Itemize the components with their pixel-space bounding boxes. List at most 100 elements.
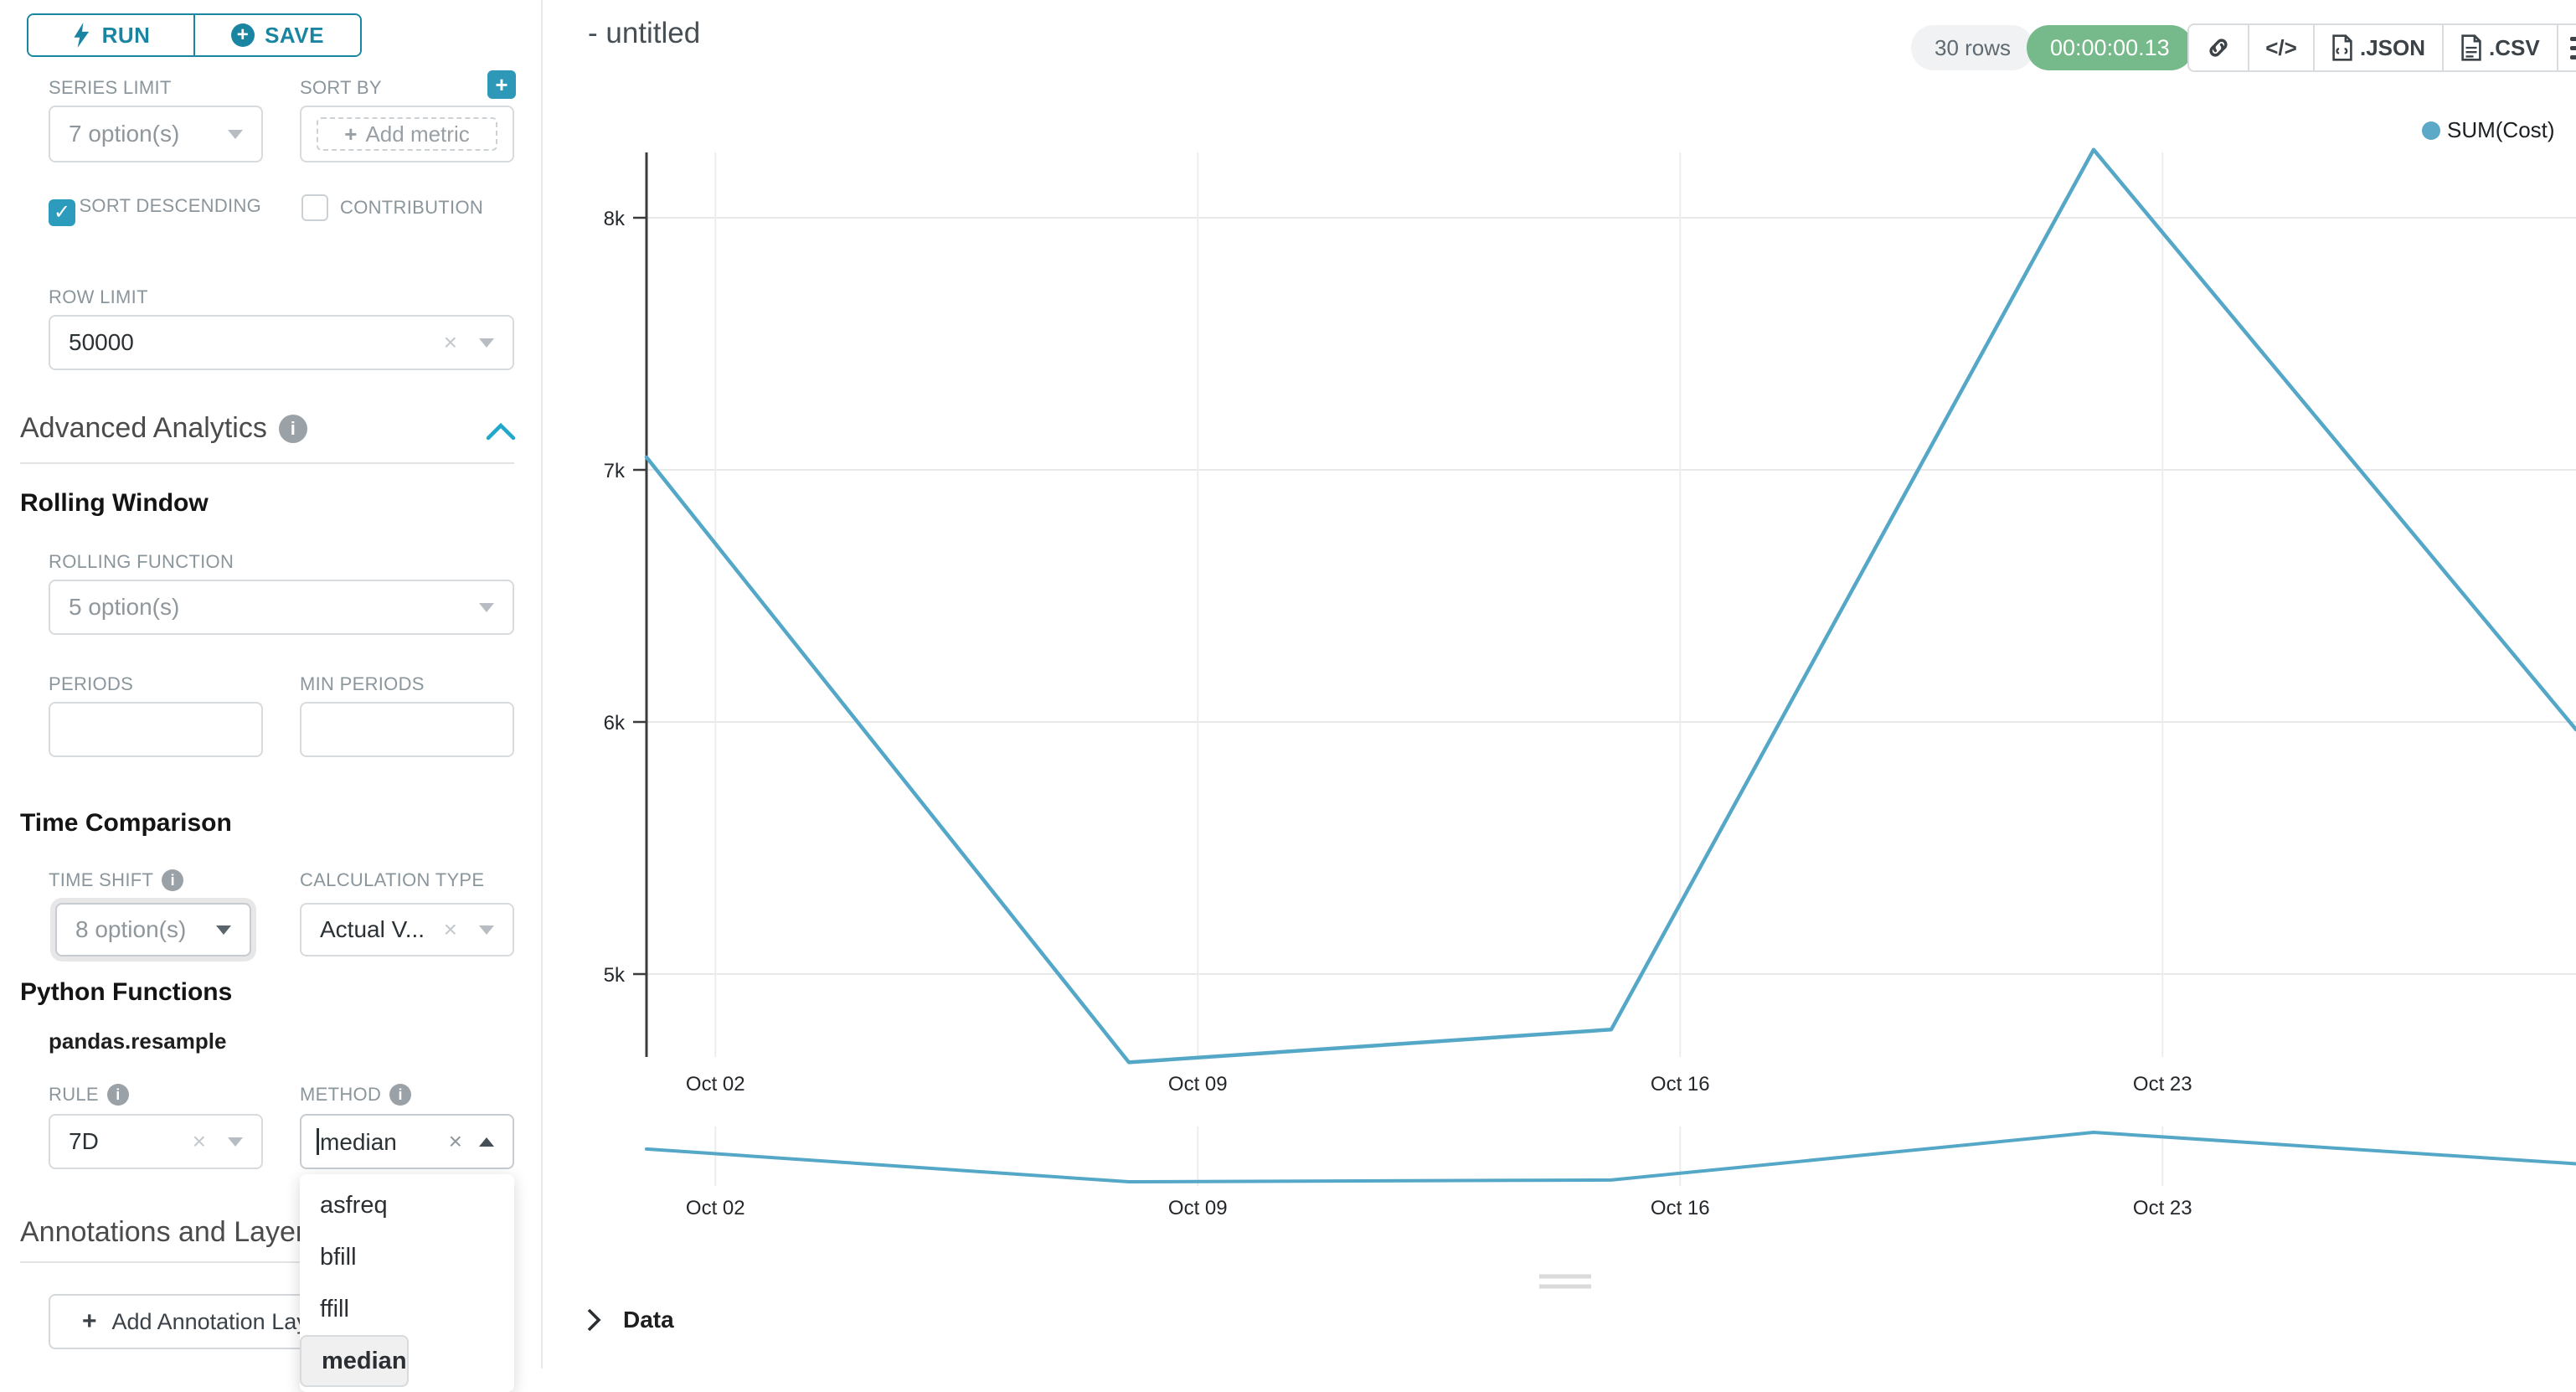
- json-file-icon: [2332, 34, 2352, 61]
- link-icon: [2209, 39, 2228, 57]
- clear-icon[interactable]: ×: [448, 1128, 462, 1154]
- export-csv-button[interactable]: .CSV: [2442, 25, 2557, 70]
- run-button-label: RUN: [101, 22, 151, 48]
- plus-icon: +: [344, 121, 358, 147]
- info-icon[interactable]: i: [162, 869, 184, 891]
- csv-file-icon: [2461, 34, 2481, 61]
- export-button-group: </> .JSON .CSV: [2187, 23, 2576, 72]
- range-selector[interactable]: [647, 1122, 2576, 1206]
- lightning-bolt-icon: [74, 23, 89, 48]
- periods-input[interactable]: [49, 702, 263, 757]
- series-limit-value: 7 option(s): [69, 121, 180, 147]
- more-menu-button[interactable]: [2556, 25, 2576, 70]
- svg-text:Oct 16: Oct 16: [1651, 1197, 1710, 1219]
- min-periods-input[interactable]: [300, 702, 514, 757]
- chevron-right-icon: [587, 1308, 601, 1332]
- text-cursor: [317, 1127, 319, 1155]
- row-limit-label: ROW LIMIT: [49, 286, 148, 307]
- info-icon[interactable]: i: [389, 1084, 412, 1106]
- clear-icon[interactable]: ×: [192, 1128, 206, 1154]
- add-sort-metric-button[interactable]: +: [487, 70, 516, 99]
- data-panel-label: Data: [623, 1307, 674, 1333]
- chart-title[interactable]: - untitled: [588, 17, 701, 49]
- embed-code-button[interactable]: </>: [2248, 25, 2313, 70]
- code-icon: </>: [2265, 34, 2297, 60]
- row-limit-select[interactable]: 50000 ×: [49, 315, 514, 370]
- info-icon[interactable]: i: [278, 414, 307, 443]
- rule-select[interactable]: 7D ×: [49, 1114, 263, 1169]
- method-option-ffill[interactable]: ffill: [320, 1295, 349, 1322]
- contribution-label: CONTRIBUTION: [340, 197, 484, 218]
- run-button[interactable]: RUN: [28, 15, 195, 55]
- svg-text:Oct 02: Oct 02: [686, 1073, 745, 1096]
- method-label: METHOD i: [300, 1084, 412, 1106]
- export-json-button[interactable]: .JSON: [2313, 25, 2442, 70]
- svg-text:Oct 23: Oct 23: [2133, 1197, 2192, 1219]
- periods-label: PERIODS: [49, 673, 134, 694]
- clear-icon[interactable]: ×: [443, 329, 457, 355]
- chevron-down-icon: [228, 130, 243, 139]
- method-option-median[interactable]: median: [300, 1335, 409, 1387]
- sort-by-label: SORT BY: [300, 77, 382, 98]
- svg-text:Oct 09: Oct 09: [1168, 1197, 1228, 1219]
- rule-label-text: RULE: [49, 1084, 99, 1105]
- calculation-type-select[interactable]: Actual V... ×: [300, 903, 514, 956]
- add-metric-label: Add metric: [365, 121, 470, 147]
- legend-dot: [2422, 121, 2440, 140]
- sort-by-dropzone[interactable]: + Add metric: [300, 106, 514, 162]
- query-timer-badge: 00:00:00.13: [2027, 25, 2193, 70]
- min-periods-label: MIN PERIODS: [300, 673, 425, 694]
- chevron-down-icon: [479, 338, 494, 348]
- hamburger-menu-icon: [2569, 36, 2576, 59]
- rolling-function-label: ROLLING FUNCTION: [49, 551, 234, 572]
- method-option-asfreq[interactable]: asfreq: [320, 1191, 388, 1219]
- advanced-analytics-title: Advanced Analytics: [20, 412, 267, 444]
- advanced-analytics-header[interactable]: Advanced Analytics i: [20, 412, 307, 445]
- save-button[interactable]: + SAVE: [195, 15, 360, 55]
- data-panel-toggle[interactable]: Data: [586, 1307, 674, 1333]
- method-input[interactable]: median: [317, 1127, 397, 1156]
- annotations-header[interactable]: Annotations and Layers: [20, 1216, 319, 1249]
- method-select[interactable]: median ×: [300, 1114, 514, 1169]
- rolling-function-select[interactable]: 5 option(s): [49, 580, 514, 635]
- line-chart-svg: 8k 7k 6k 5k Oct 02 Oct 02 Oct 09 Oct 09 Oct 16 Oc…: [604, 147, 2576, 1289]
- sort-descending-label: SORT DESCENDING: [79, 195, 262, 216]
- svg-text:7k: 7k: [604, 460, 626, 482]
- method-option-bfill[interactable]: bfill: [320, 1243, 357, 1271]
- calculation-type-value: Actual V...: [320, 916, 425, 942]
- add-metric-button[interactable]: + Add metric: [317, 117, 497, 151]
- rolling-function-value: 5 option(s): [69, 594, 180, 620]
- collapse-chevron-icon[interactable]: [486, 422, 516, 441]
- sort-descending-checkbox-group[interactable]: ✓ SORT DESCENDING: [49, 188, 271, 227]
- info-icon[interactable]: i: [106, 1084, 129, 1106]
- chevron-up-icon: [479, 1137, 494, 1147]
- series-limit-select[interactable]: 7 option(s): [49, 106, 263, 162]
- clear-icon[interactable]: ×: [443, 916, 457, 942]
- rule-label: RULE i: [49, 1084, 129, 1106]
- rows-count-badge: 30 rows: [1911, 25, 2035, 70]
- svg-text:Oct 16: Oct 16: [1651, 1073, 1710, 1096]
- line-chart-canvas: 8k 7k 6k 5k Oct 02 Oct 02 Oct 09 Oct 09 Oct 16 Oc…: [543, 0, 2576, 1369]
- control-panel-sidebar: RUN + SAVE SERIES LIMIT SORT BY + 7 opti…: [0, 0, 543, 1392]
- add-annotation-layer-label: Add Annotation Layer: [111, 1308, 328, 1334]
- chevron-down-icon: [479, 603, 494, 612]
- contribution-checkbox-group[interactable]: CONTRIBUTION: [301, 194, 483, 221]
- row-limit-value: 50000: [69, 329, 134, 355]
- method-label-text: METHOD: [300, 1084, 382, 1105]
- divider: [20, 1261, 514, 1263]
- checkbox-unchecked-icon[interactable]: [301, 194, 328, 221]
- copy-link-button[interactable]: [2189, 25, 2248, 70]
- export-csv-label: .CSV: [2489, 34, 2540, 60]
- legend-label: SUM(Cost): [2447, 117, 2555, 142]
- time-shift-select[interactable]: 8 option(s): [55, 903, 251, 956]
- chevron-down-icon: [216, 925, 231, 935]
- method-value: median: [320, 1128, 397, 1155]
- series-limit-label: SERIES LIMIT: [49, 77, 172, 98]
- plus-circle-icon: +: [231, 23, 255, 47]
- divider: [20, 462, 514, 464]
- pandas-resample-label: pandas.resample: [49, 1029, 227, 1054]
- python-functions-title: Python Functions: [20, 978, 233, 1006]
- checkbox-checked-icon[interactable]: ✓: [49, 199, 75, 226]
- legend-item-sum-cost[interactable]: SUM(Cost): [2422, 117, 2555, 143]
- time-comparison-title: Time Comparison: [20, 809, 232, 837]
